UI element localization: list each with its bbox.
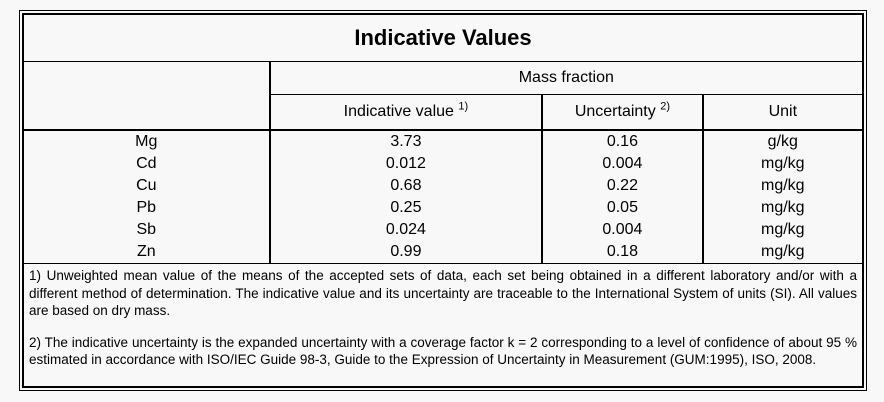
group-header-row: Mass fraction <box>23 61 863 131</box>
indicative-values-table-frame: Indicative Values Mass fraction Indicati… <box>19 10 867 391</box>
indicative-values-table: Indicative Values Mass fraction Indicati… <box>22 13 864 388</box>
footnotes-row: 1) Unweighted mean value of the means of… <box>23 263 863 387</box>
uncertainty-cell: 0.16 <box>541 130 703 153</box>
column-header-row: Indicative value 1) Uncertainty 2) Unit <box>23 94 863 131</box>
unit-cell: mg/kg <box>701 197 863 219</box>
element-cell: Zn <box>136 242 156 260</box>
header-indicative-value: Indicative value 1) <box>269 94 543 131</box>
value-cell: 0.024 <box>268 219 543 241</box>
header-unit: Unit <box>701 94 863 131</box>
element-cell: Sb <box>136 220 157 238</box>
header-uncertainty: Uncertainty 2) <box>541 94 703 131</box>
table-row-cd: Cd 0.012 0.004 mg/kg <box>23 153 863 175</box>
footnote-ref-2: 2) <box>660 100 670 113</box>
page-title: Indicative Values <box>23 14 863 62</box>
table-row-pb: Pb 0.25 0.05 mg/kg <box>23 197 863 219</box>
element-cell: Cu <box>136 176 157 194</box>
value-cell: 3.73 <box>268 130 543 153</box>
empty-corner-cell <box>23 61 271 131</box>
value-cell: 0.25 <box>268 197 543 219</box>
footnote-2: 2) The indicative uncertainty is the exp… <box>29 334 857 368</box>
table-row-mg: Mg 3.73 0.16 g/kg <box>23 130 863 153</box>
header-uncertainty-label: Uncertainty <box>574 102 656 120</box>
footnotes-cell: 1) Unweighted mean value of the means of… <box>23 263 863 387</box>
unit-cell: mg/kg <box>701 175 863 197</box>
uncertainty-cell: 0.22 <box>541 175 703 197</box>
uncertainty-cell: 0.004 <box>541 219 703 241</box>
value-cell: 0.68 <box>268 175 543 197</box>
uncertainty-cell: 0.18 <box>541 241 703 264</box>
uncertainty-cell: 0.05 <box>541 197 703 219</box>
group-header-mass-fraction: Mass fraction <box>269 61 863 95</box>
footnote-ref-1: 1) <box>458 100 469 113</box>
table-row-cu: Cu 0.68 0.22 mg/kg <box>23 175 863 197</box>
element-cell: Mg <box>135 132 158 150</box>
table-row-zn: Zn 0.99 0.18 mg/kg <box>23 241 863 264</box>
unit-cell: mg/kg <box>701 219 863 241</box>
table-row-sb: Sb 0.024 0.004 mg/kg <box>23 219 863 241</box>
header-indicative-value-label: Indicative value <box>343 102 454 120</box>
unit-cell: mg/kg <box>701 241 863 264</box>
element-cell: Cd <box>136 154 157 172</box>
element-cell: Pb <box>136 198 157 216</box>
unit-cell: g/kg <box>701 130 863 153</box>
footnote-1: 1) Unweighted mean value of the means of… <box>29 268 857 318</box>
value-cell: 0.99 <box>268 241 543 264</box>
uncertainty-cell: 0.004 <box>541 153 703 175</box>
footnotes: 1) Unweighted mean value of the means of… <box>29 267 857 369</box>
value-cell: 0.012 <box>268 153 543 175</box>
unit-cell: mg/kg <box>701 153 863 175</box>
title-row: Indicative Values <box>23 14 863 62</box>
